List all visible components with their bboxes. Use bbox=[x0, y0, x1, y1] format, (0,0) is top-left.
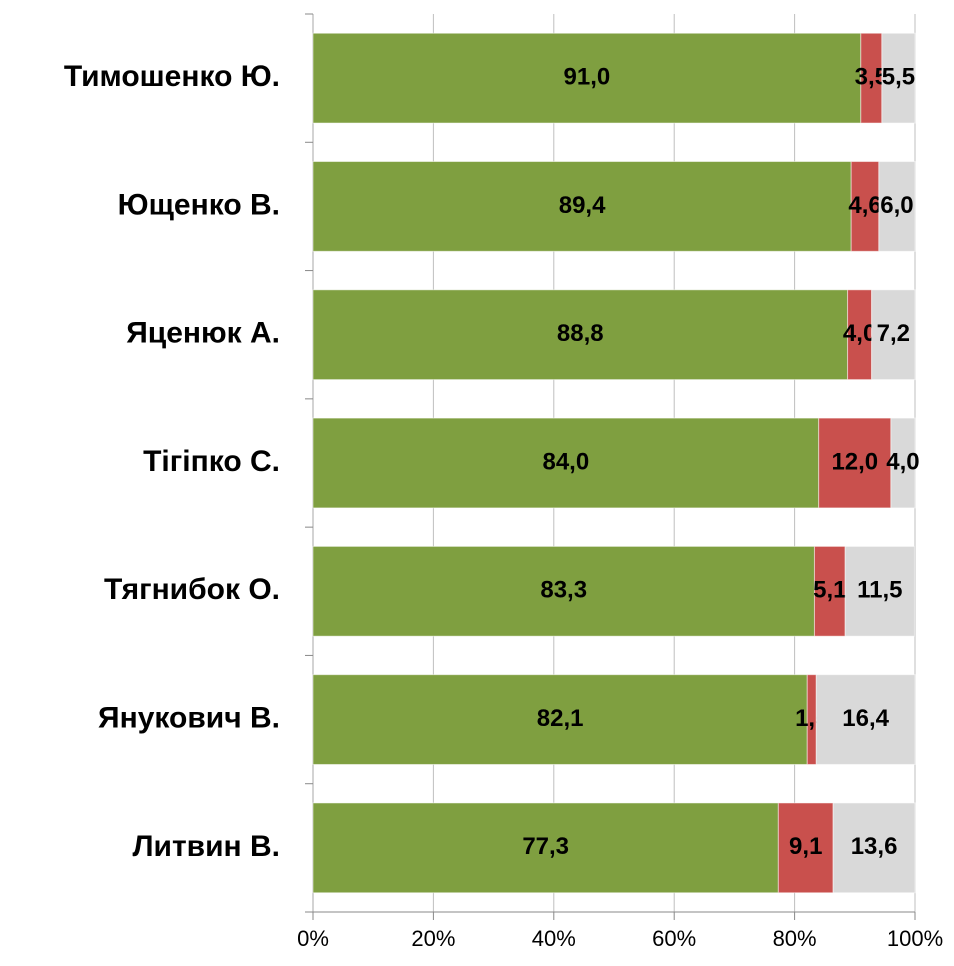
bar-segment bbox=[832, 802, 916, 894]
x-tick-label: 60% bbox=[652, 926, 696, 951]
bar-segment bbox=[312, 545, 815, 637]
y-tick-label: Тимошенко Ю. bbox=[64, 60, 280, 93]
data-label: 89,4 bbox=[559, 192, 606, 219]
bar-segment bbox=[312, 802, 779, 894]
bar-segment bbox=[815, 674, 916, 765]
x-tick-label: 0% bbox=[297, 926, 329, 951]
bar-segment bbox=[312, 289, 849, 381]
x-tick-label: 100% bbox=[887, 926, 943, 951]
data-label: 82,1 bbox=[537, 705, 584, 732]
data-label: 4,6 bbox=[848, 192, 881, 219]
data-label: 6,0 bbox=[880, 192, 913, 219]
bar-segment bbox=[813, 545, 846, 637]
data-label: 5,1 bbox=[813, 577, 846, 604]
data-label: 12,0 bbox=[831, 448, 878, 475]
y-tick-label: Литвин В. bbox=[132, 830, 280, 863]
bar-segment bbox=[777, 802, 834, 894]
bar-segment bbox=[878, 161, 916, 252]
x-tick-label: 20% bbox=[411, 926, 455, 951]
data-label: 4,0 bbox=[843, 320, 876, 347]
data-label: 83,3 bbox=[540, 577, 587, 604]
bar-segment bbox=[312, 674, 808, 765]
data-label: 16,4 bbox=[842, 705, 889, 732]
data-label: 11,5 bbox=[857, 577, 902, 604]
bar-segment bbox=[881, 32, 916, 124]
bar-segment bbox=[850, 161, 880, 252]
data-label: 77,3 bbox=[522, 833, 569, 860]
data-label: 7,2 bbox=[877, 320, 910, 347]
x-tick-label: 40% bbox=[532, 926, 576, 951]
data-label: 88,8 bbox=[557, 320, 604, 347]
bar-segment bbox=[312, 32, 862, 124]
bar-segment bbox=[818, 417, 892, 509]
bar-segment bbox=[312, 417, 820, 509]
y-tick-label: Ющенко В. bbox=[118, 188, 280, 221]
data-label: 5,5 bbox=[882, 63, 915, 90]
bar-segment bbox=[312, 161, 852, 252]
y-tick-label: Янукович В. bbox=[98, 701, 280, 734]
y-tick-label: Тягнибок О. bbox=[104, 573, 280, 606]
data-label: 91,0 bbox=[564, 63, 611, 90]
bar-segment bbox=[844, 545, 915, 637]
data-label: 84,0 bbox=[542, 448, 589, 475]
y-tick-label: Яценюк А. bbox=[126, 317, 280, 350]
data-label: 13,6 bbox=[851, 833, 898, 860]
bar-segment bbox=[890, 417, 916, 509]
data-label: 4,0 bbox=[886, 448, 919, 475]
data-label: 9,1 bbox=[789, 833, 822, 860]
x-tick-label: 80% bbox=[773, 926, 817, 951]
y-tick-label: Тігіпко С. bbox=[143, 445, 280, 478]
bar-segment bbox=[871, 289, 916, 381]
